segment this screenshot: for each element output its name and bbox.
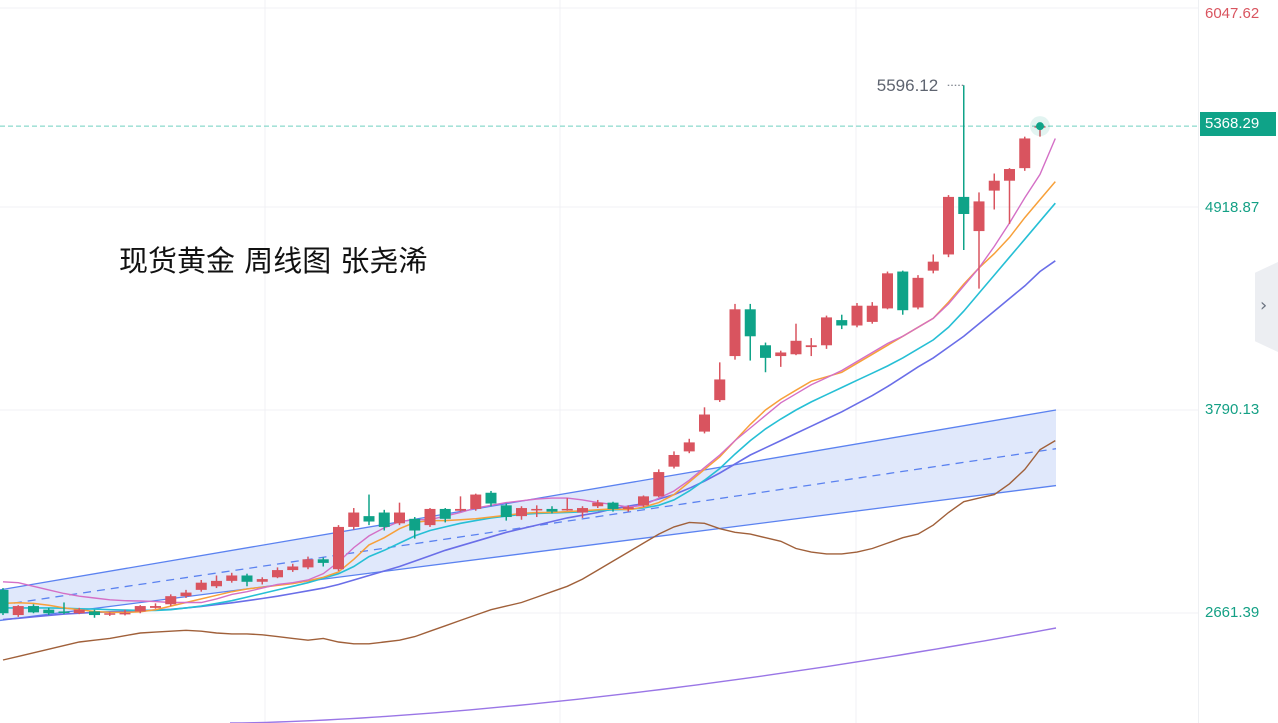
candle-body (73, 609, 85, 614)
ma5-line (2, 138, 1056, 604)
candle-body (683, 442, 695, 452)
axis-tick-top: 6047.62 (1205, 5, 1260, 22)
candle-body (500, 505, 512, 518)
candle-body (317, 559, 329, 563)
candle-body (256, 579, 268, 582)
candle-body (455, 508, 466, 511)
axis-tick: 4918.87 (1205, 199, 1260, 216)
candle-body (211, 580, 222, 587)
candle-body (180, 592, 192, 597)
expand-panel-button[interactable]: › (1255, 262, 1278, 352)
candle-body (378, 512, 390, 527)
candle-body (394, 512, 405, 524)
candle-body (927, 261, 939, 271)
ma20-line (3, 202, 1056, 612)
candle-body (912, 277, 924, 308)
candle-body (805, 345, 817, 348)
candle-body (119, 612, 131, 615)
candle-body (226, 575, 238, 581)
channel-fill (0, 410, 1056, 621)
candle-body (866, 305, 878, 322)
candle-body (43, 609, 55, 614)
candle-body (882, 273, 893, 309)
candle-body (714, 379, 726, 401)
candle-body (12, 606, 24, 616)
candle-body (58, 611, 70, 613)
chevron-right-icon: › (1260, 295, 1268, 316)
candle-body (577, 508, 588, 513)
candle-body (241, 575, 253, 582)
candle-body (653, 472, 665, 497)
candle-body (134, 606, 146, 612)
candle-body (485, 492, 497, 504)
candle-body (470, 494, 482, 509)
candle-body (607, 502, 619, 509)
candle-body (943, 196, 954, 255)
candle-body (988, 180, 1000, 191)
candle-body (958, 196, 970, 214)
candle-body (851, 305, 863, 326)
live-dot-icon (1036, 122, 1044, 131)
candle-body (348, 512, 360, 527)
candle-body (729, 309, 741, 357)
candle-body (699, 414, 710, 432)
candle-body (89, 611, 100, 616)
candlestick-chart[interactable] (0, 0, 1198, 723)
candle-body (592, 502, 604, 507)
last-price-tag: 5368.29 (1200, 112, 1276, 136)
candle-body (409, 518, 421, 531)
candle-body (150, 606, 161, 608)
candle-body (760, 345, 771, 358)
ma-long-line (229, 627, 1057, 723)
ma10-line (2, 181, 1056, 614)
candle-body (744, 309, 756, 337)
candle-body (287, 566, 299, 571)
candle-body (1019, 138, 1031, 169)
axis-tick: 3790.13 (1205, 401, 1260, 418)
candle-body (775, 352, 787, 357)
high-price-label: 5596.12 (876, 76, 939, 96)
candle-body (821, 317, 832, 346)
candle-body (546, 508, 558, 512)
candle-body (1004, 169, 1015, 181)
candle-body (0, 589, 9, 614)
candle-body (424, 508, 436, 526)
candle-body (790, 340, 802, 355)
candle-body (302, 559, 314, 568)
candle-body (531, 508, 543, 511)
candle-body (28, 606, 39, 613)
chart-title: 现货黄金 周线图 张尧浠 (119, 244, 428, 278)
candle-body (439, 508, 451, 519)
price-axis[interactable]: 6047.62 4918.87 3790.13 2661.39 (1198, 0, 1278, 723)
candle-body (973, 201, 985, 232)
candle-body (363, 516, 375, 522)
candle-body (622, 507, 634, 509)
candle-body (165, 596, 177, 605)
candle-body (333, 526, 344, 570)
candle-body (272, 570, 283, 578)
candle-body (104, 613, 116, 615)
candle-body (561, 508, 573, 511)
candle-body (516, 508, 527, 517)
chart-area[interactable]: 现货黄金 周线图 张尧浠 5596.12 (0, 0, 1198, 723)
candle-body (195, 582, 207, 590)
ma-slow-line (2, 439, 1056, 661)
candle-body (668, 454, 680, 467)
axis-tick: 2661.39 (1205, 604, 1260, 621)
candle-body (897, 271, 909, 311)
candle-body (836, 320, 848, 326)
candle-body (638, 496, 649, 506)
